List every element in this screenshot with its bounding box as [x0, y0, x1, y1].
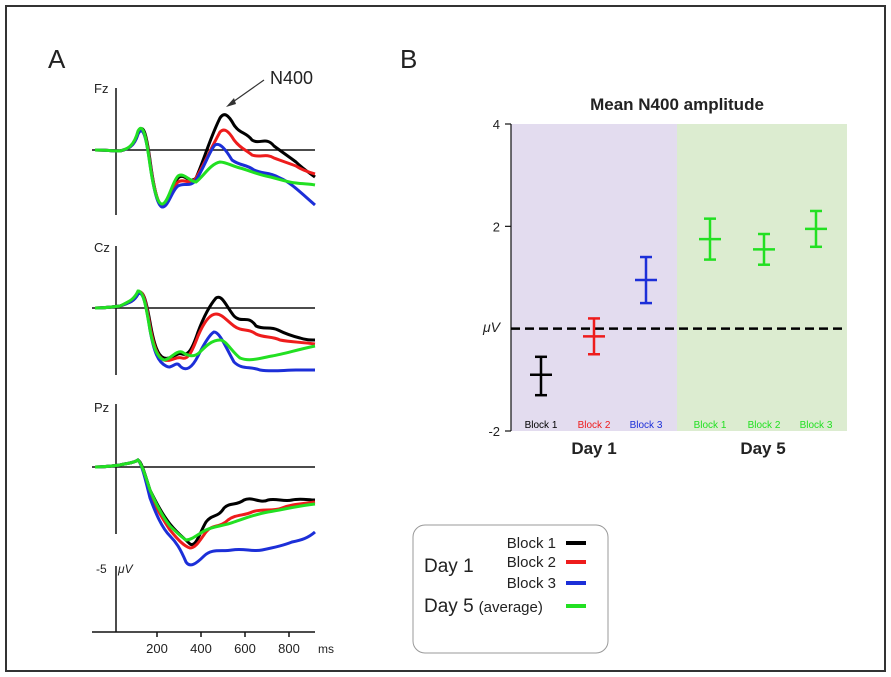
- fz-trace-day5-average: [94, 126, 316, 206]
- group-label: Day 1: [571, 439, 616, 458]
- block-label: Block 3: [800, 420, 833, 431]
- panel-b-label: B: [400, 44, 417, 74]
- block-label: Block 1: [694, 420, 727, 431]
- block-label: Block 1: [525, 420, 558, 431]
- legend-block2-label: Block 2: [507, 554, 556, 571]
- chart-title: Mean N400 amplitude: [590, 95, 764, 114]
- y-tick-label: -2: [488, 424, 500, 439]
- x-unit-label: ms: [318, 642, 334, 656]
- n400-arrow-head: [226, 98, 236, 107]
- erp-channel-fz: Fz: [92, 81, 316, 215]
- y-axis-label: μV: [482, 319, 502, 335]
- block-label: Block 3: [630, 420, 663, 431]
- x-tick-label-200: 200: [146, 641, 168, 656]
- block-label: Block 2: [578, 420, 611, 431]
- legend-block3-label: Block 3: [507, 575, 556, 592]
- n400-annotation: N400: [270, 68, 313, 88]
- cz-trace-day5-average: [94, 289, 316, 362]
- channel-label-pz: Pz: [94, 400, 109, 415]
- panel-a-label: A: [48, 44, 66, 74]
- x-tick-label-600: 600: [234, 641, 256, 656]
- legend: Block 1 Day 1 Block 2 Block 3 Day 5 (aver…: [412, 524, 609, 654]
- scale-label-value: -5: [96, 562, 107, 576]
- error-bar-point: [583, 317, 605, 356]
- erp-channel-pz: Pz: [92, 400, 316, 567]
- error-bar-point: [530, 355, 552, 397]
- legend-day5-note: (average): [479, 599, 543, 616]
- x-tick-label-400: 400: [190, 641, 212, 656]
- n400-arrow-line: [229, 79, 265, 105]
- legend-box: [412, 524, 609, 654]
- scale-label-unit: μV: [117, 562, 134, 576]
- error-bar-point: [805, 209, 827, 249]
- erp-channel-cz: Cz: [92, 240, 316, 375]
- error-bar-point: [635, 255, 657, 305]
- block-label: Block 2: [748, 420, 781, 431]
- mean-amplitude-plot: μV -2 2 4 Block 1 Block 2 Block 3 Block 1 Bloc…: [482, 117, 847, 458]
- legend-day5-label: Day 5 (average): [424, 596, 543, 617]
- y-tick-label: 4: [493, 117, 500, 132]
- day1-background: [511, 124, 677, 431]
- channel-label-fz: Fz: [94, 81, 108, 96]
- error-bar-point: [699, 217, 721, 261]
- group-label: Day 5: [740, 439, 785, 458]
- legend-block1-label: Block 1: [507, 535, 556, 552]
- error-bar-point: [753, 232, 775, 266]
- y-tick-label: 2: [493, 219, 500, 234]
- legend-day1-label: Day 1: [424, 556, 474, 577]
- day5-background: [677, 124, 847, 431]
- erp-scale-and-time-axis: -5 μV 200 400 600 800 ms: [92, 562, 334, 656]
- channel-label-cz: Cz: [94, 240, 110, 255]
- x-tick-label-800: 800: [278, 641, 300, 656]
- pz-trace-day5-average: [94, 458, 316, 542]
